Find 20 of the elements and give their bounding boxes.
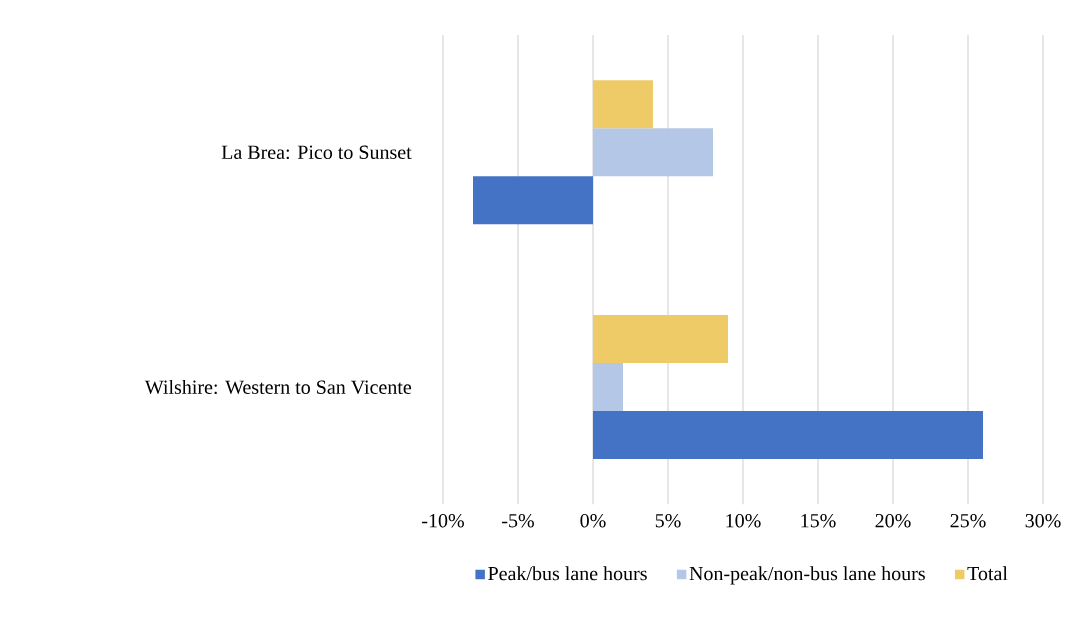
x-tick-label: 20%	[875, 513, 911, 528]
x-tick-label: -10%	[422, 513, 464, 528]
x-tick-label: 5%	[655, 513, 681, 528]
bar	[593, 410, 984, 459]
x-tick-label: 15%	[801, 513, 836, 528]
x-tick-label: 0%	[580, 513, 606, 528]
y-tick-label: La Brea: Pico to Sunset	[221, 145, 412, 160]
bar	[593, 362, 623, 411]
bar	[593, 80, 653, 129]
bar	[473, 176, 593, 225]
legend-label: Non-peak/non-bus lane hours	[689, 566, 925, 585]
y-tick-label: Wilshire: Western to San Vicente	[144, 379, 412, 395]
x-tick-label: 10%	[726, 513, 761, 528]
legend-label: Peak/bus lane hours	[488, 566, 647, 581]
x-tick-label: 25%	[950, 513, 986, 528]
legend-label: Total	[967, 566, 1008, 581]
bar	[593, 128, 714, 177]
x-tick-label: -5%	[502, 513, 534, 528]
x-tick-label: 30%	[1025, 513, 1061, 528]
bar	[593, 314, 728, 363]
